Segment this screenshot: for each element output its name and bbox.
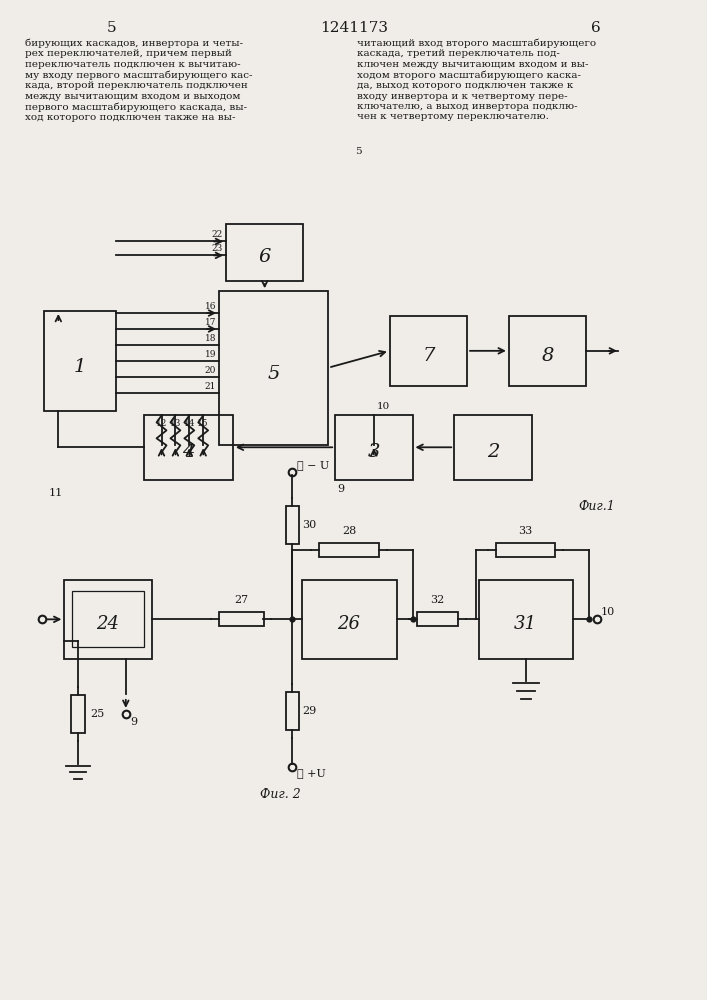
Text: 5: 5 <box>267 365 280 383</box>
Bar <box>286 692 300 730</box>
Text: 22: 22 <box>212 230 223 239</box>
Text: Фиг.1: Фиг.1 <box>578 500 615 513</box>
Bar <box>335 415 412 480</box>
Text: 6: 6 <box>259 248 271 266</box>
Bar <box>303 580 397 659</box>
Bar <box>72 591 144 647</box>
Text: 1241173: 1241173 <box>320 21 388 35</box>
Text: 4: 4 <box>182 443 194 461</box>
Text: 19: 19 <box>204 350 216 359</box>
Bar <box>479 580 573 659</box>
Bar <box>219 291 328 445</box>
Text: ∅ − U: ∅ − U <box>298 460 329 470</box>
Bar <box>64 580 151 659</box>
Text: 30: 30 <box>303 520 317 530</box>
Text: 9: 9 <box>337 484 344 494</box>
Text: 8: 8 <box>542 347 554 365</box>
Bar <box>45 311 116 410</box>
Text: 6: 6 <box>591 21 601 35</box>
Text: 1: 1 <box>74 358 86 376</box>
Text: 3: 3 <box>368 443 380 461</box>
Text: 25: 25 <box>90 709 105 719</box>
Text: 5: 5 <box>107 21 117 35</box>
Text: 23: 23 <box>212 244 223 253</box>
Text: ∅ +U: ∅ +U <box>298 768 326 778</box>
Bar <box>144 415 233 480</box>
Text: 27: 27 <box>234 595 248 605</box>
Text: 31: 31 <box>514 615 537 633</box>
Bar <box>71 695 85 733</box>
Text: 15: 15 <box>197 419 209 428</box>
Bar <box>390 316 467 386</box>
Bar <box>454 415 532 480</box>
Text: 32: 32 <box>431 595 445 605</box>
Bar <box>496 543 556 557</box>
Text: 5: 5 <box>355 147 361 156</box>
Text: 13: 13 <box>170 419 181 428</box>
Text: 7: 7 <box>422 347 435 365</box>
Text: 16: 16 <box>204 302 216 311</box>
Text: 10: 10 <box>377 402 390 411</box>
Text: 2: 2 <box>486 443 499 461</box>
Bar <box>219 612 264 626</box>
Bar <box>509 316 586 386</box>
Text: 18: 18 <box>204 334 216 343</box>
Text: 17: 17 <box>204 318 216 327</box>
Text: 20: 20 <box>205 366 216 375</box>
Bar <box>286 506 300 544</box>
Text: 26: 26 <box>337 615 361 633</box>
Text: 29: 29 <box>303 706 317 716</box>
Text: 14: 14 <box>184 419 195 428</box>
Text: 28: 28 <box>342 526 356 536</box>
Bar <box>416 612 458 626</box>
Text: 33: 33 <box>518 526 533 536</box>
Text: 9: 9 <box>130 717 137 727</box>
Text: читающий вход второго масштабирующего
каскада, третий переключатель под-
ключен : читающий вход второго масштабирующего ка… <box>357 39 596 121</box>
Text: 21: 21 <box>205 382 216 391</box>
Text: Фиг. 2: Фиг. 2 <box>260 788 301 801</box>
Bar <box>320 543 379 557</box>
Text: 12: 12 <box>156 419 168 428</box>
Text: 24: 24 <box>96 615 119 633</box>
Text: бирующих каскадов, инвертора и четы-
рех переключателей, причем первый
переключа: бирующих каскадов, инвертора и четы- рех… <box>25 39 252 122</box>
Text: 11: 11 <box>48 488 63 498</box>
Bar <box>226 224 303 281</box>
Text: 10: 10 <box>601 607 615 617</box>
